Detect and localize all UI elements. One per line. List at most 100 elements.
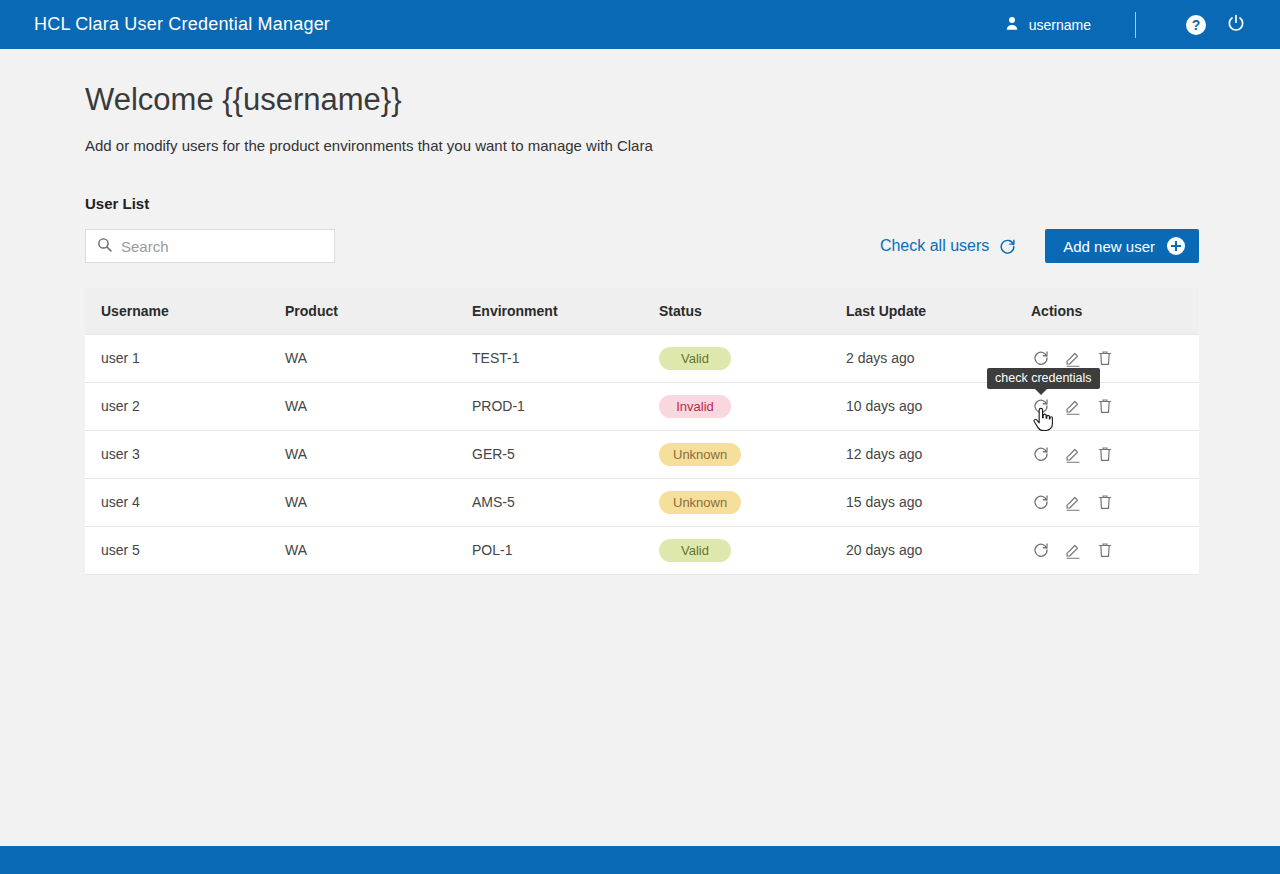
cell-environment: PROD-1 xyxy=(456,382,643,430)
edit-icon xyxy=(1064,445,1082,463)
cell-last-update: 12 days ago xyxy=(830,430,1015,478)
cell-username: user 5 xyxy=(85,526,269,574)
status-badge: Valid xyxy=(659,539,731,562)
table-row: user 5WAPOL-1Valid20 days ago xyxy=(85,526,1199,574)
cell-status: Invalid xyxy=(643,382,830,430)
cell-actions xyxy=(1015,430,1199,478)
user-icon xyxy=(1003,14,1021,35)
header-divider xyxy=(1135,12,1136,38)
status-badge: Invalid xyxy=(659,395,731,418)
col-environment: Environment xyxy=(456,288,643,334)
search-box xyxy=(85,229,335,263)
refresh-icon xyxy=(1032,445,1050,463)
trash-icon xyxy=(1096,445,1114,463)
check-credentials-button[interactable] xyxy=(1031,348,1051,368)
help-button[interactable]: ? xyxy=(1176,5,1216,45)
add-new-user-label: Add new user xyxy=(1063,238,1155,255)
user-table: Username Product Environment Status Last… xyxy=(85,288,1199,575)
refresh-icon xyxy=(1032,541,1050,559)
user-table-wrap: Username Product Environment Status Last… xyxy=(85,288,1199,575)
col-username: Username xyxy=(85,288,269,334)
welcome-heading: Welcome {{username}} xyxy=(85,82,1199,118)
edit-icon xyxy=(1064,397,1082,415)
cell-username: user 4 xyxy=(85,478,269,526)
trash-icon xyxy=(1096,349,1114,367)
header-right: username ? xyxy=(1003,5,1256,45)
edit-user-button[interactable] xyxy=(1063,396,1083,416)
cell-product: WA xyxy=(269,334,456,382)
cell-last-update: 15 days ago xyxy=(830,478,1015,526)
cell-status: Valid xyxy=(643,526,830,574)
refresh-icon xyxy=(1032,349,1050,367)
logout-button[interactable] xyxy=(1216,5,1256,45)
app-header: HCL Clara User Credential Manager userna… xyxy=(0,0,1280,49)
toolbar: Check all users Add new user xyxy=(85,229,1199,263)
check-credentials-button[interactable] xyxy=(1031,444,1051,464)
cell-status: Unknown xyxy=(643,478,830,526)
col-product: Product xyxy=(269,288,456,334)
check-all-users-label: Check all users xyxy=(880,237,989,255)
cell-product: WA xyxy=(269,430,456,478)
check-credentials-button[interactable] xyxy=(1031,396,1051,416)
status-badge: Unknown xyxy=(659,443,741,466)
edit-icon xyxy=(1064,349,1082,367)
trash-icon xyxy=(1096,541,1114,559)
add-new-user-button[interactable]: Add new user xyxy=(1045,229,1199,263)
app-title: HCL Clara User Credential Manager xyxy=(34,14,330,35)
cell-actions xyxy=(1015,478,1199,526)
col-actions: Actions xyxy=(1015,288,1199,334)
table-row: user 3WAGER-5 Unknown 12 days ago xyxy=(85,430,1199,478)
cell-product: WA xyxy=(269,382,456,430)
delete-user-button[interactable] xyxy=(1095,540,1115,560)
col-last-update: Last Update xyxy=(830,288,1015,334)
table-row: user 2WAPROD-1 Invalid 10 days ago xyxy=(85,382,1199,430)
check-credentials-button[interactable] xyxy=(1031,540,1051,560)
check-credentials-tooltip: check credentials xyxy=(987,368,1100,389)
edit-user-button[interactable] xyxy=(1063,540,1083,560)
main-content: Welcome {{username}} Add or modify users… xyxy=(85,82,1199,575)
cell-last-update: 20 days ago xyxy=(830,526,1015,574)
cell-environment: TEST-1 xyxy=(456,334,643,382)
delete-user-button[interactable] xyxy=(1095,492,1115,512)
power-icon xyxy=(1226,13,1246,37)
search-input[interactable] xyxy=(121,238,324,255)
edit-user-button[interactable] xyxy=(1063,348,1083,368)
help-icon: ? xyxy=(1186,15,1206,35)
cell-last-update: 10 days ago xyxy=(830,382,1015,430)
cell-status: Unknown xyxy=(643,430,830,478)
edit-user-button[interactable] xyxy=(1063,492,1083,512)
delete-user-button[interactable] xyxy=(1095,396,1115,416)
cell-status: Valid xyxy=(643,334,830,382)
col-status: Status xyxy=(643,288,830,334)
toolbar-right: Check all users Add new user xyxy=(880,229,1199,263)
refresh-icon xyxy=(1032,493,1050,511)
table-header-row: Username Product Environment Status Last… xyxy=(85,288,1199,334)
cell-username: user 1 xyxy=(85,334,269,382)
app-footer xyxy=(0,846,1280,874)
plus-circle-icon xyxy=(1167,237,1185,255)
delete-user-button[interactable] xyxy=(1095,348,1115,368)
cell-username: user 2 xyxy=(85,382,269,430)
user-list-title: User List xyxy=(85,195,1199,212)
check-credentials-button[interactable] xyxy=(1031,492,1051,512)
trash-icon xyxy=(1096,493,1114,511)
status-badge: Unknown xyxy=(659,491,741,514)
edit-icon xyxy=(1064,541,1082,559)
status-badge: Valid xyxy=(659,347,731,370)
table-row: user 4WAAMS-5Unknown15 days ago xyxy=(85,478,1199,526)
cell-actions xyxy=(1015,526,1199,574)
edit-user-button[interactable] xyxy=(1063,444,1083,464)
cell-environment: GER-5 xyxy=(456,430,643,478)
check-all-users-link[interactable]: Check all users xyxy=(880,237,1017,256)
refresh-icon xyxy=(1032,397,1050,415)
cell-username: user 3 xyxy=(85,430,269,478)
header-username: username xyxy=(1029,17,1091,33)
edit-icon xyxy=(1064,493,1082,511)
user-menu[interactable]: username xyxy=(1003,14,1091,35)
cell-product: WA xyxy=(269,526,456,574)
refresh-icon xyxy=(998,237,1017,256)
delete-user-button[interactable] xyxy=(1095,444,1115,464)
cell-product: WA xyxy=(269,478,456,526)
search-icon xyxy=(96,236,113,257)
trash-icon xyxy=(1096,397,1114,415)
